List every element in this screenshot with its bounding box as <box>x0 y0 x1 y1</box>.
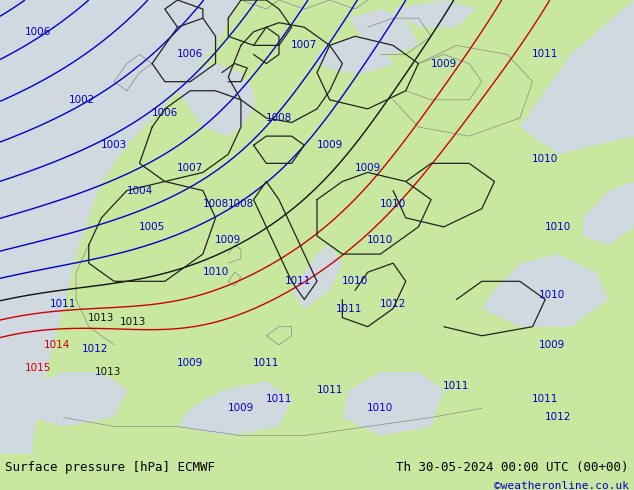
Text: 1008: 1008 <box>266 113 292 123</box>
Text: 1011: 1011 <box>532 394 559 404</box>
Text: 1009: 1009 <box>538 340 565 350</box>
Text: 1003: 1003 <box>101 140 127 150</box>
Text: 1010: 1010 <box>342 276 368 286</box>
Text: 1005: 1005 <box>139 222 165 232</box>
Text: 1011: 1011 <box>335 303 362 314</box>
Text: 1011: 1011 <box>266 394 292 404</box>
Text: 1010: 1010 <box>532 154 559 164</box>
Polygon shape <box>178 64 254 136</box>
Polygon shape <box>393 0 476 27</box>
Text: 1007: 1007 <box>177 163 204 173</box>
Text: 1012: 1012 <box>82 344 108 354</box>
Polygon shape <box>583 181 634 245</box>
Polygon shape <box>32 372 127 426</box>
Text: 1009: 1009 <box>177 358 204 368</box>
Text: 1006: 1006 <box>25 27 51 37</box>
Polygon shape <box>482 254 609 327</box>
Polygon shape <box>349 9 418 54</box>
Text: 1009: 1009 <box>354 163 381 173</box>
Text: 1009: 1009 <box>215 236 242 245</box>
Text: 1009: 1009 <box>430 58 457 69</box>
Text: 1015: 1015 <box>25 363 51 372</box>
Polygon shape <box>0 0 241 227</box>
Polygon shape <box>292 245 342 309</box>
Text: ©weatheronline.co.uk: ©weatheronline.co.uk <box>494 481 629 490</box>
Text: 1011: 1011 <box>50 299 77 309</box>
Text: 1010: 1010 <box>545 222 571 232</box>
Text: 1006: 1006 <box>152 108 178 119</box>
Text: 1011: 1011 <box>316 385 343 395</box>
Text: 1014: 1014 <box>44 340 70 350</box>
Text: 1011: 1011 <box>532 49 559 59</box>
Text: 1004: 1004 <box>126 186 153 196</box>
Polygon shape <box>317 36 393 73</box>
Text: 1011: 1011 <box>443 381 470 391</box>
Text: 1010: 1010 <box>367 236 394 245</box>
Text: 1010: 1010 <box>538 290 565 300</box>
Text: 1009: 1009 <box>316 140 343 150</box>
Polygon shape <box>0 0 241 454</box>
Text: 1010: 1010 <box>380 199 406 209</box>
Text: 1013: 1013 <box>94 367 121 377</box>
Text: Th 30-05-2024 00:00 UTC (00+00): Th 30-05-2024 00:00 UTC (00+00) <box>396 461 629 474</box>
Text: 1011: 1011 <box>285 276 311 286</box>
Polygon shape <box>101 82 152 136</box>
Polygon shape <box>178 381 292 436</box>
Text: 1010: 1010 <box>367 403 394 414</box>
Text: 1008: 1008 <box>202 199 229 209</box>
Text: 1009: 1009 <box>228 403 254 414</box>
Text: 1011: 1011 <box>253 358 280 368</box>
Text: 1013: 1013 <box>88 313 115 322</box>
Polygon shape <box>342 372 444 436</box>
Text: Surface pressure [hPa] ECMWF: Surface pressure [hPa] ECMWF <box>5 461 215 474</box>
Text: 1007: 1007 <box>291 40 318 50</box>
Text: 1008: 1008 <box>228 199 254 209</box>
Text: 1006: 1006 <box>177 49 204 59</box>
Polygon shape <box>520 0 634 154</box>
Text: 1002: 1002 <box>69 95 96 105</box>
Text: 1010: 1010 <box>202 267 229 277</box>
Text: 1013: 1013 <box>120 317 146 327</box>
Text: 1012: 1012 <box>380 299 406 309</box>
Text: 1012: 1012 <box>545 413 571 422</box>
